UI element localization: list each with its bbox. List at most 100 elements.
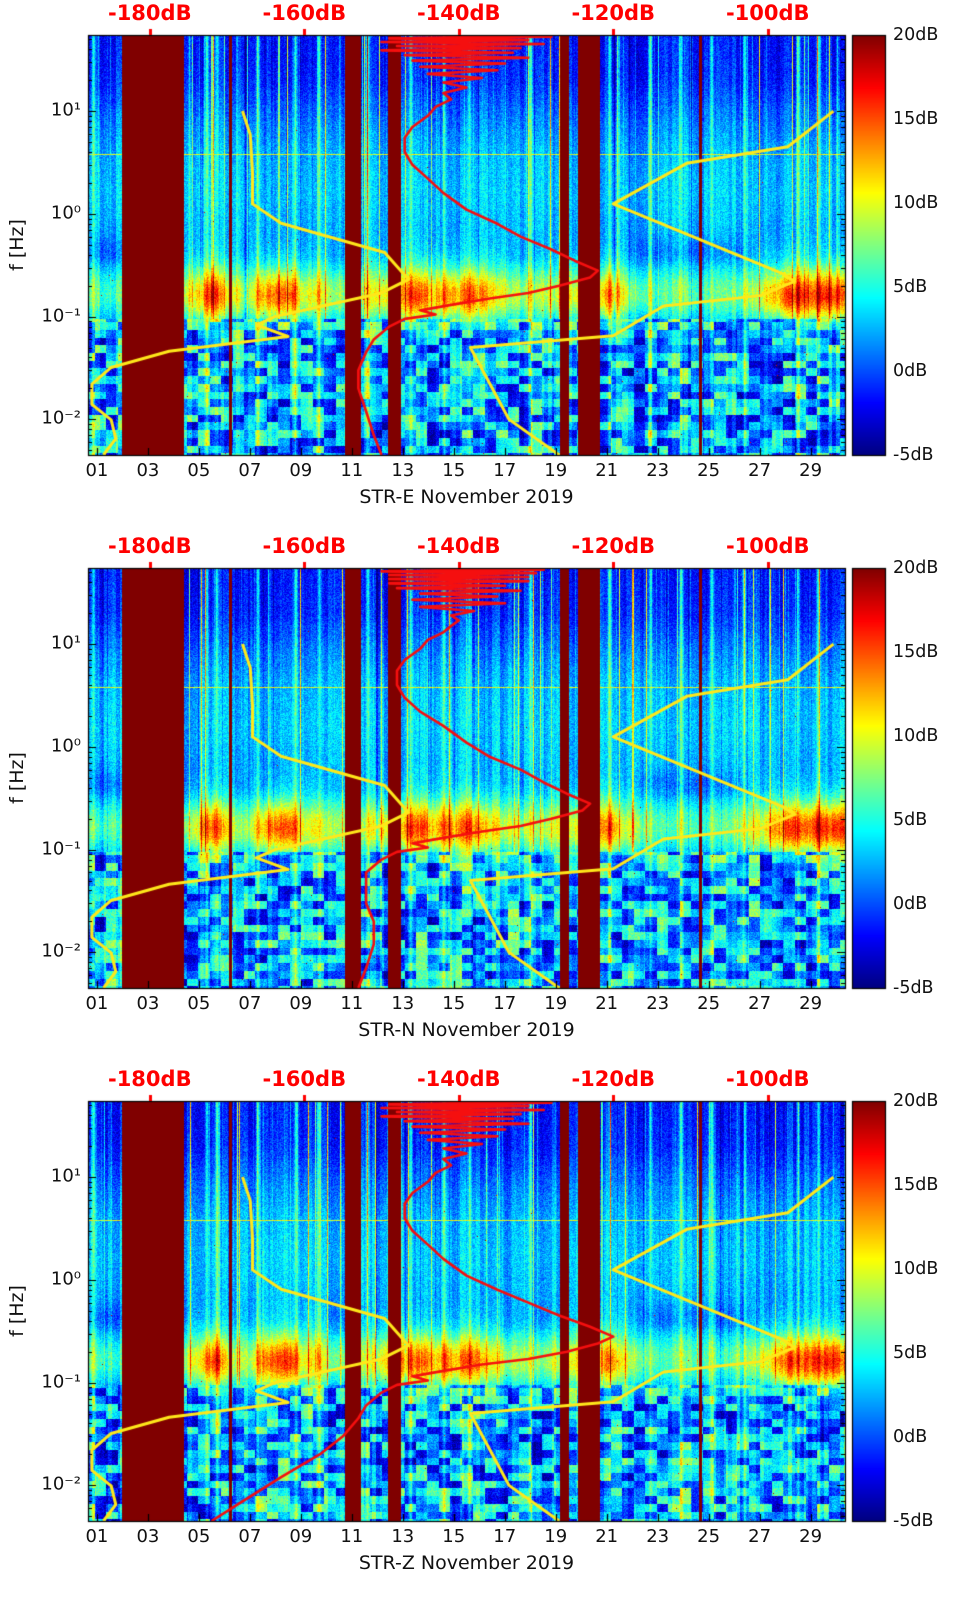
colorbar-tick-label: 5dB	[893, 276, 928, 297]
colorbar-tick-label: 0dB	[893, 360, 928, 381]
x-axis-tick-label: 03	[136, 1526, 160, 1547]
x-axis-tick-label: 23	[646, 1526, 670, 1547]
x-axis-tick-label: 11	[340, 1526, 364, 1547]
x-axis-tick-label: 21	[595, 460, 619, 481]
colorbar-tick-label: 20dB	[893, 24, 939, 45]
top-axis-db-label: -120dB	[571, 1, 656, 25]
x-axis-tick-label: 27	[748, 993, 772, 1014]
y-axis-label: f [Hz]	[6, 1285, 29, 1337]
x-axis-tick-label: 03	[136, 993, 160, 1014]
top-axis-db-label: -180dB	[107, 1, 192, 25]
colorbar-tick-label: -5dB	[893, 444, 934, 465]
x-axis-tick-label: 13	[391, 1526, 415, 1547]
top-axis-db-label: -120dB	[571, 534, 656, 558]
x-axis-tick-label: 09	[289, 460, 313, 481]
x-axis-tick-label: 15	[442, 1526, 466, 1547]
x-axis-tick-label: 09	[289, 1526, 313, 1547]
x-axis-tick-label: 15	[442, 460, 466, 481]
colorbar-tick-label: 15dB	[893, 108, 939, 129]
x-axis-tick-label: 09	[289, 993, 313, 1014]
x-axis-tick-label: 29	[799, 1526, 823, 1547]
x-axis-tick-label: 03	[136, 460, 160, 481]
spectrogram-canvas-2	[0, 533, 962, 1066]
top-axis-db-label: -180dB	[107, 534, 192, 558]
colorbar-tick-label: -5dB	[893, 977, 934, 998]
y-axis-label: f [Hz]	[6, 219, 29, 271]
y-axis-tick-label: 10¹	[50, 99, 81, 121]
x-axis-tick-label: 19	[544, 460, 568, 481]
spectrogram-canvas-3	[0, 1066, 962, 1599]
x-axis-tick-label: 17	[493, 460, 517, 481]
top-axis-db-label: -100dB	[725, 1, 810, 25]
top-axis-db-label: -100dB	[725, 534, 810, 558]
colorbar-tick-label: 20dB	[893, 1090, 939, 1111]
top-axis-db-label: -180dB	[107, 1067, 192, 1091]
x-axis-tick-label: 05	[187, 460, 211, 481]
panel-title: STR-Z November 2019	[358, 1552, 575, 1574]
panel-title: STR-N November 2019	[358, 1019, 575, 1041]
top-axis-db-label: -160dB	[262, 1067, 347, 1091]
colorbar-tick-label: 10dB	[893, 725, 939, 746]
x-axis-tick-label: 29	[799, 993, 823, 1014]
top-axis-db-label: -160dB	[262, 534, 347, 558]
y-axis-tick-label: 10⁰	[50, 735, 81, 757]
colorbar-tick-label: -5dB	[893, 1510, 934, 1531]
y-axis-tick-label: 10⁰	[50, 1268, 81, 1290]
y-axis-tick-label: 10⁻²	[41, 407, 81, 429]
x-axis-tick-label: 27	[748, 1526, 772, 1547]
colorbar-tick-label: 15dB	[893, 641, 939, 662]
panel-title: STR-E November 2019	[359, 486, 574, 508]
spectrogram-panel-1: -180dB -160dB -140dB -120dB -100dB 10¹ 10⁰ 10⁻¹…	[0, 0, 962, 533]
x-axis-tick-label: 17	[493, 1526, 517, 1547]
x-axis-tick-label: 23	[646, 460, 670, 481]
x-axis-tick-label: 11	[340, 993, 364, 1014]
x-axis-tick-label: 19	[544, 993, 568, 1014]
top-axis-db-label: -100dB	[725, 1067, 810, 1091]
x-axis-tick-label: 21	[595, 993, 619, 1014]
top-axis-db-label: -140dB	[416, 1, 501, 25]
top-axis-db-label: -120dB	[571, 1067, 656, 1091]
x-axis-tick-label: 29	[799, 460, 823, 481]
x-axis-tick-label: 25	[697, 1526, 721, 1547]
colorbar-tick-label: 10dB	[893, 192, 939, 213]
x-axis-tick-label: 01	[85, 1526, 109, 1547]
spectrogram-canvas-1	[0, 0, 962, 533]
y-axis-tick-label: 10⁻²	[41, 1473, 81, 1495]
y-axis-tick-label: 10⁻¹	[41, 838, 81, 860]
x-axis-tick-label: 13	[391, 460, 415, 481]
x-axis-tick-label: 13	[391, 993, 415, 1014]
x-axis-tick-label: 15	[442, 993, 466, 1014]
x-axis-tick-label: 17	[493, 993, 517, 1014]
x-axis-tick-label: 23	[646, 993, 670, 1014]
colorbar-tick-label: 10dB	[893, 1258, 939, 1279]
y-axis-tick-label: 10⁻²	[41, 940, 81, 962]
y-axis-tick-label: 10⁻¹	[41, 305, 81, 327]
colorbar-tick-label: 20dB	[893, 557, 939, 578]
x-axis-tick-label: 11	[340, 460, 364, 481]
x-axis-tick-label: 01	[85, 993, 109, 1014]
colorbar-tick-label: 5dB	[893, 809, 928, 830]
x-axis-tick-label: 01	[85, 460, 109, 481]
y-axis-tick-label: 10¹	[50, 1165, 81, 1187]
y-axis-tick-label: 10¹	[50, 632, 81, 654]
x-axis-tick-label: 07	[238, 460, 262, 481]
colorbar-tick-label: 15dB	[893, 1174, 939, 1195]
colorbar-tick-label: 0dB	[893, 893, 928, 914]
x-axis-tick-label: 05	[187, 993, 211, 1014]
top-axis-db-label: -140dB	[416, 1067, 501, 1091]
spectrogram-panel-3: -180dB -160dB -140dB -120dB -100dB 10¹ 10⁰ 10⁻¹…	[0, 1066, 962, 1599]
colorbar-tick-label: 5dB	[893, 1342, 928, 1363]
x-axis-tick-label: 27	[748, 460, 772, 481]
x-axis-tick-label: 19	[544, 1526, 568, 1547]
colorbar-tick-label: 0dB	[893, 1426, 928, 1447]
x-axis-tick-label: 07	[238, 993, 262, 1014]
y-axis-label: f [Hz]	[6, 752, 29, 804]
top-axis-db-label: -140dB	[416, 534, 501, 558]
x-axis-tick-label: 25	[697, 460, 721, 481]
x-axis-tick-label: 25	[697, 993, 721, 1014]
top-axis-db-label: -160dB	[262, 1, 347, 25]
y-axis-tick-label: 10⁰	[50, 202, 81, 224]
x-axis-tick-label: 07	[238, 1526, 262, 1547]
x-axis-tick-label: 21	[595, 1526, 619, 1547]
